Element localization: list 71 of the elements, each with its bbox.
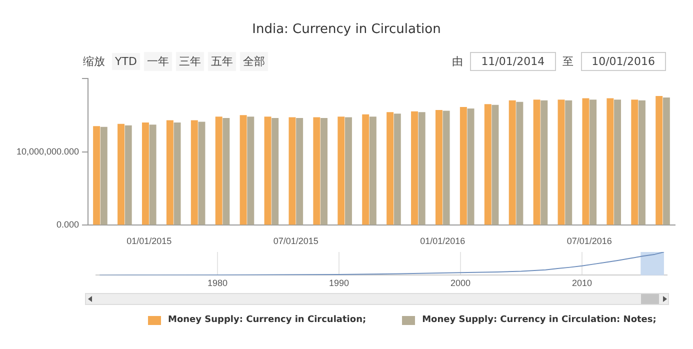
legend-label: Money Supply: Currency in Circulation: Notes; — [421, 315, 656, 325]
bar — [386, 112, 394, 225]
text: 10/01/2016 — [580, 52, 666, 70]
bar — [190, 120, 198, 225]
bar — [467, 108, 474, 225]
bar — [247, 116, 254, 225]
bar — [508, 100, 516, 225]
x-tick-label: 1980 — [207, 278, 228, 288]
bar — [174, 122, 181, 225]
x-tick-label: 01/01/2016 — [420, 236, 466, 246]
bar — [296, 118, 304, 225]
bar — [442, 110, 450, 225]
bar — [369, 116, 376, 225]
text: 五年 — [208, 52, 236, 70]
bar — [313, 117, 320, 225]
bar — [540, 100, 548, 225]
bar — [484, 104, 492, 225]
bar — [149, 124, 156, 225]
bar — [288, 117, 296, 225]
y-tick-label: 0.000 — [56, 220, 79, 230]
bar — [320, 118, 328, 225]
chart-title: India: Currency in Circulation — [251, 22, 442, 37]
text: 由 — [451, 54, 464, 70]
text: 全部 — [240, 52, 268, 70]
text: 11/01/2014 — [470, 52, 556, 70]
bar — [93, 126, 100, 225]
bar — [516, 102, 524, 225]
x-tick-label: 2000 — [450, 278, 470, 288]
bar — [656, 96, 663, 225]
bar — [435, 110, 442, 225]
bar — [460, 107, 467, 225]
bar — [418, 112, 426, 225]
text: YTD — [112, 52, 140, 70]
bar — [614, 100, 622, 225]
bar — [100, 126, 108, 225]
x-tick-label: 1990 — [328, 278, 349, 288]
bar — [338, 116, 345, 225]
bar — [638, 100, 646, 225]
bar — [492, 104, 499, 225]
x-tick-label: 01/01/2015 — [126, 236, 172, 246]
bar — [198, 122, 206, 225]
bar — [565, 100, 572, 225]
x-tick-label: 2010 — [572, 278, 592, 288]
bar — [631, 100, 638, 225]
bar — [240, 115, 247, 225]
bar — [272, 118, 279, 225]
bar — [344, 117, 352, 225]
x-tick-label: 07/01/2015 — [273, 236, 318, 246]
bar — [222, 118, 230, 225]
bar — [124, 125, 132, 225]
text: 一年 — [144, 52, 172, 70]
bar — [558, 100, 565, 225]
bar — [662, 97, 670, 225]
bar — [411, 111, 418, 225]
x-tick-label: 07/01/2016 — [566, 236, 612, 246]
y-tick-label: 10,000,000.000 — [16, 146, 79, 156]
bar — [394, 114, 401, 225]
bar — [142, 122, 149, 225]
bar — [606, 98, 614, 225]
text: 至 — [562, 54, 575, 70]
bar — [215, 116, 222, 225]
bar — [590, 100, 597, 225]
bar — [118, 124, 125, 225]
text: 缩放 — [82, 54, 106, 70]
legend-label: Money Supply: Currency in Circulation; — [167, 315, 366, 325]
text: 三年 — [176, 52, 204, 70]
bar — [582, 98, 590, 225]
bar — [264, 116, 272, 225]
bar — [533, 100, 540, 225]
bar — [166, 120, 174, 225]
bar — [362, 114, 370, 225]
